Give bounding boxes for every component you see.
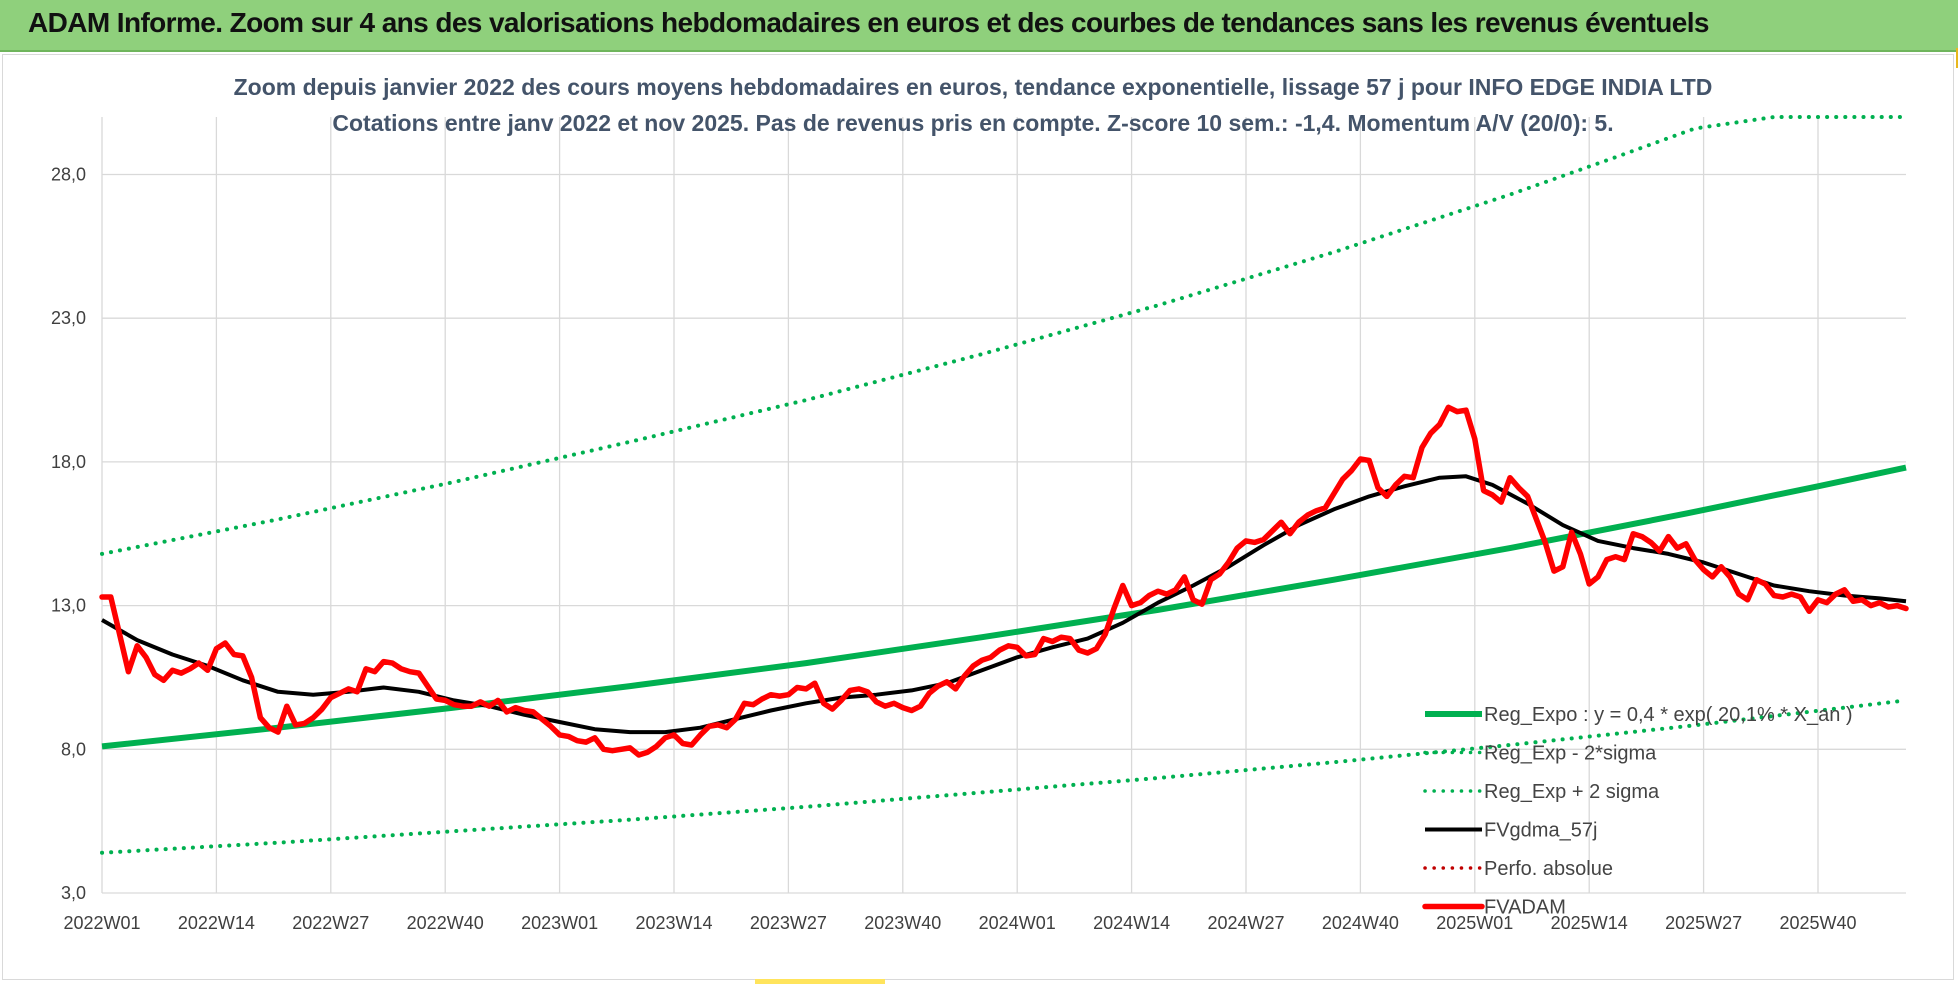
report-title: ADAM Informe. Zoom sur 4 ans des valoris… bbox=[28, 7, 1709, 38]
x-tick-label: 2023W27 bbox=[750, 913, 827, 933]
legend-label: Reg_Expo : y = 0,4 * exp( 20,1% * X_an ) bbox=[1484, 704, 1853, 726]
x-tick-label: 2023W01 bbox=[521, 913, 598, 933]
x-tick-label: 2022W14 bbox=[178, 913, 255, 933]
x-tick-label: 2022W01 bbox=[63, 913, 140, 933]
x-tick-label: 2025W40 bbox=[1779, 913, 1856, 933]
x-tick-label: 2022W40 bbox=[407, 913, 484, 933]
y-tick-label: 8,0 bbox=[61, 739, 86, 759]
chart-subtitle: Cotations entre janv 2022 et nov 2025. P… bbox=[332, 110, 1613, 136]
series-line-reg-exp-2-sigma bbox=[100, 115, 1908, 556]
x-tick-label: 2023W40 bbox=[864, 913, 941, 933]
y-tick-label: 18,0 bbox=[51, 452, 86, 472]
report-banner: ADAM Informe. Zoom sur 4 ans des valoris… bbox=[0, 0, 1958, 52]
legend-label: Perfo. absolue bbox=[1484, 858, 1613, 880]
chart-legend: Reg_Expo : y = 0,4 * exp( 20,1% * X_an )… bbox=[1422, 704, 1853, 919]
chart-title: Zoom depuis janvier 2022 des cours moyen… bbox=[234, 74, 1713, 100]
x-tick-label: 2025W14 bbox=[1551, 913, 1628, 933]
series-line-fvadam bbox=[99, 404, 1909, 758]
x-tick-label: 2022W27 bbox=[292, 913, 369, 933]
legend-label: FVgdma_57j bbox=[1484, 820, 1597, 842]
legend-label: Reg_Exp + 2 sigma bbox=[1484, 781, 1660, 803]
y-tick-label: 13,0 bbox=[51, 596, 86, 616]
x-tick-label: 2023W14 bbox=[635, 913, 712, 933]
y-tick-label: 3,0 bbox=[61, 883, 86, 903]
legend-label: FVADAM bbox=[1484, 897, 1566, 919]
x-tick-label: 2024W40 bbox=[1322, 913, 1399, 933]
chart-axes: 3,0 8,0 13,0 18,0 23,0 28,0 2022W01 2022W14 2022… bbox=[51, 164, 1857, 933]
chart-frame: 3,0 8,0 13,0 18,0 23,0 28,0 2022W01 2022W14 2022… bbox=[2, 54, 1954, 980]
corner-accent bbox=[1946, 48, 1958, 68]
bottom-accent bbox=[755, 979, 885, 984]
x-tick-label: 2024W27 bbox=[1207, 913, 1284, 933]
series-line-reg-exp-2-sigma bbox=[100, 698, 1908, 855]
x-tick-label: 2025W01 bbox=[1436, 913, 1513, 933]
chart-svg: 3,0 8,0 13,0 18,0 23,0 28,0 2022W01 2022W14 2022… bbox=[51, 74, 1909, 933]
chart-grid bbox=[101, 117, 1906, 894]
y-tick-label: 23,0 bbox=[51, 308, 86, 328]
x-tick-label: 2024W01 bbox=[979, 913, 1056, 933]
series-line-fvgdma-57j bbox=[101, 474, 1907, 735]
x-tick-label: 2024W14 bbox=[1093, 913, 1170, 933]
chart-series bbox=[99, 115, 1909, 855]
series-line-reg-expo-y-0-4-exp-20-1-x-an bbox=[101, 464, 1907, 750]
y-tick-label: 28,0 bbox=[51, 164, 86, 184]
legend-label: Reg_Exp - 2*sigma bbox=[1484, 743, 1657, 765]
x-tick-label: 2025W27 bbox=[1665, 913, 1742, 933]
